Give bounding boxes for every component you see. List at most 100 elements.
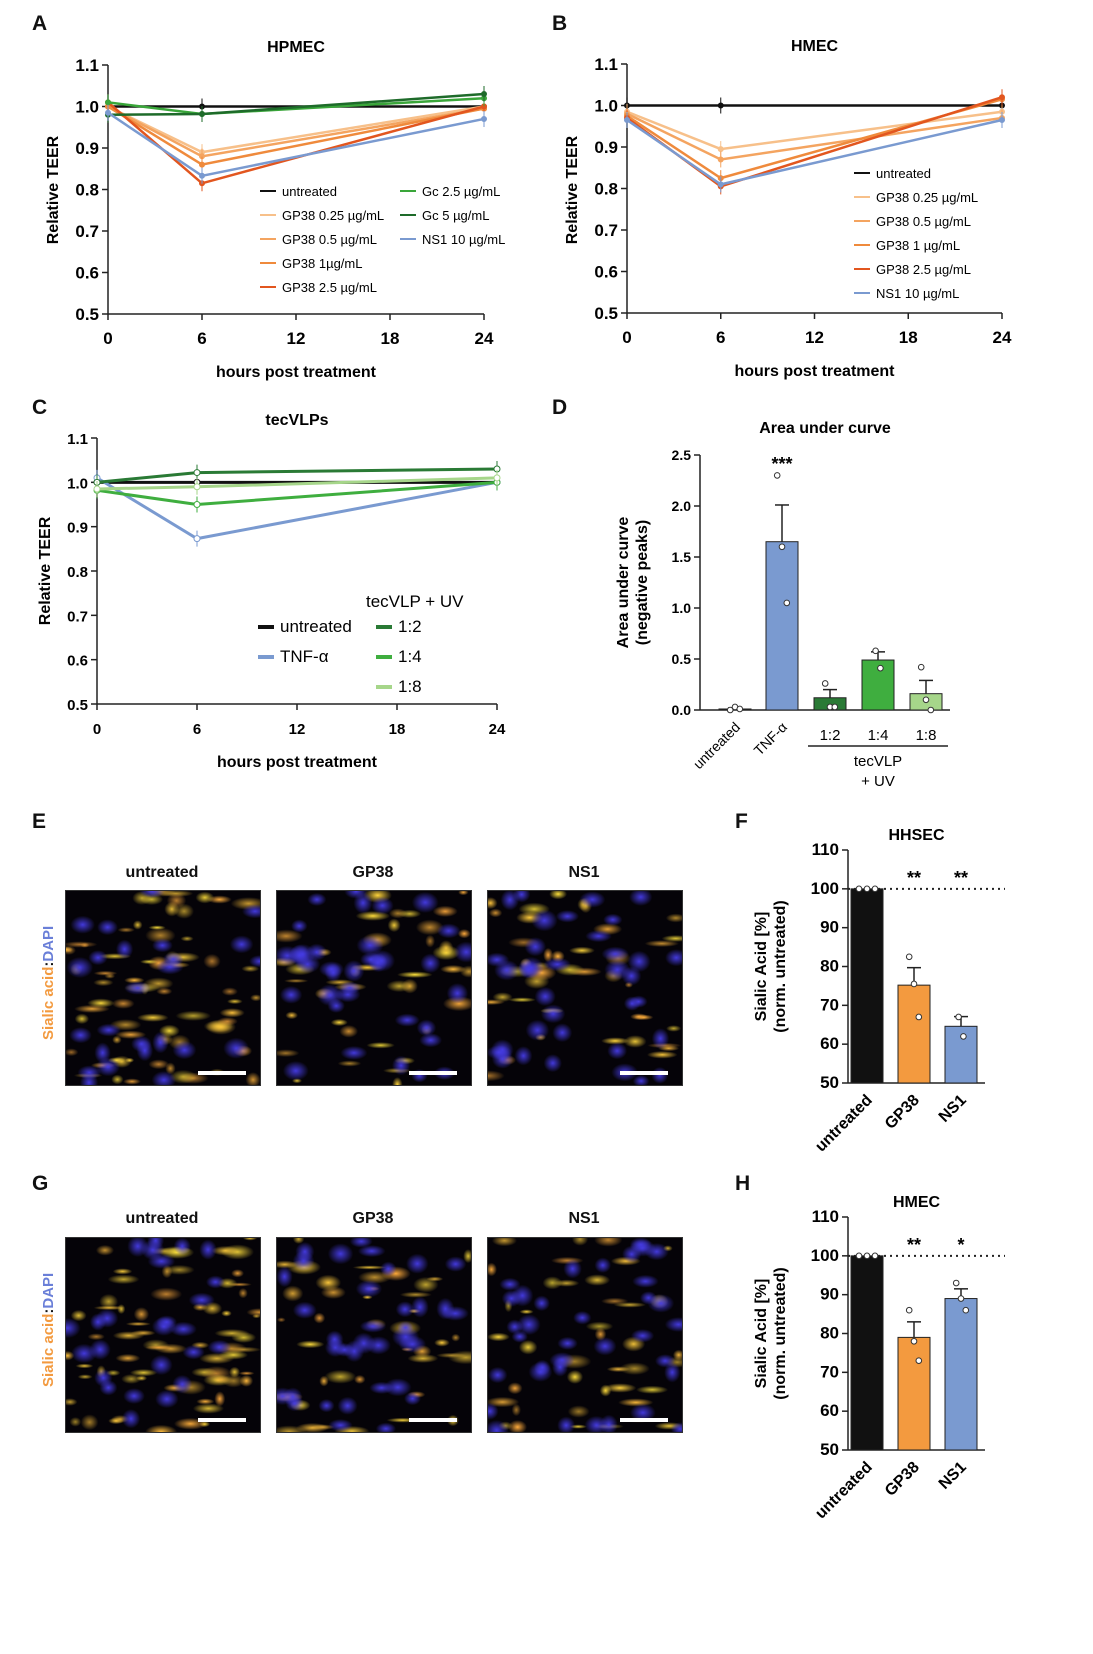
- c-y-tick-label: 0.6: [67, 653, 88, 670]
- d-y-tick-label: 2.0: [672, 498, 692, 514]
- c-y-tick-label: 0.5: [67, 697, 88, 714]
- c-data-point: [93, 485, 101, 493]
- d-y-tick-label: 0.5: [672, 651, 692, 667]
- c-legend-entry: 1:2: [398, 617, 422, 636]
- a-legend-entry: GP38 2.5 µg/mL: [282, 280, 377, 295]
- micrograph-image: [65, 890, 261, 1086]
- a-legend-entry: Gc 2.5 µg/mL: [422, 184, 500, 199]
- c-x-tick-label: 0: [93, 721, 101, 738]
- a-x-tick-label: 18: [381, 329, 400, 348]
- b-y-tick-label: 0.7: [594, 221, 618, 240]
- b-title: HMEC: [791, 38, 839, 55]
- d-y-tick-label: 2.5: [672, 447, 692, 463]
- micrograph-title: GP38: [352, 864, 394, 881]
- d-category-label: 1:2: [820, 727, 841, 744]
- d-data-point: [872, 647, 879, 655]
- a-legend-entry: untreated: [282, 184, 337, 199]
- b-y-tick-label: 1.0: [594, 97, 618, 116]
- scale-bar: [409, 1071, 457, 1075]
- a-y-tick-label: 0.9: [75, 139, 99, 158]
- d-group-label: + UV: [861, 773, 895, 790]
- d-data-point: [773, 472, 781, 479]
- b-y-tick-label: 0.8: [594, 180, 618, 199]
- c-data-point: [493, 474, 501, 482]
- micrograph-image: [487, 1237, 683, 1433]
- a-legend-entry: GP38 1µg/mL: [282, 256, 362, 271]
- a-x-tick-label: 0: [103, 329, 112, 348]
- micrograph-title: NS1: [568, 1210, 600, 1227]
- h-significance: **: [907, 1235, 921, 1255]
- stain-separator: :: [40, 961, 57, 967]
- stain-dapi: DAPI: [40, 1272, 57, 1309]
- a-y-tick-label: 1.1: [75, 56, 99, 75]
- c-data-point: [193, 483, 201, 491]
- d-data-point: [726, 706, 734, 714]
- b-y-tick-label: 0.9: [594, 138, 618, 157]
- h-title: HMEC: [893, 1194, 941, 1211]
- h-significance: *: [957, 1235, 964, 1255]
- f-y-axis-label: Sialic Acid [%]: [753, 912, 770, 1022]
- h-data-point: [957, 1295, 965, 1302]
- d-data-point: [877, 664, 884, 672]
- f-data-point: [955, 1013, 962, 1021]
- d-bar: [765, 541, 799, 711]
- a-data-point: [105, 109, 111, 116]
- panel-label-h: H: [735, 1172, 751, 1195]
- f-y-tick-label: 100: [811, 879, 839, 898]
- c-legend-entry: 1:4: [398, 647, 422, 666]
- micrograph-title: untreated: [125, 1210, 199, 1227]
- panel-label-c: C: [32, 396, 48, 419]
- c-data-point: [193, 501, 201, 508]
- h-bar: [944, 1298, 978, 1451]
- f-data-point: [905, 953, 913, 961]
- h-y-tick-label: 90: [820, 1285, 839, 1304]
- b-data-point: [717, 181, 724, 188]
- f-data-point: [915, 1013, 923, 1021]
- b-legend-entry: GP38 2.5 µg/mL: [876, 262, 971, 277]
- a-legend-entry: GP38 0.5 µg/mL: [282, 232, 377, 247]
- panel-label-d: D: [552, 396, 568, 419]
- h-bar: [897, 1336, 931, 1451]
- d-data-point: [778, 543, 786, 551]
- b-x-tick-label: 24: [993, 328, 1012, 347]
- h-y-axis-label: (norm. untreated): [772, 1267, 789, 1399]
- d-data-point: [821, 680, 829, 687]
- b-x-tick-label: 18: [899, 328, 918, 347]
- panel-label-b: B: [552, 12, 568, 35]
- d-data-point: [927, 706, 935, 714]
- b-data-point: [717, 146, 724, 153]
- c-x-tick-label: 18: [389, 721, 406, 738]
- f-category-label: untreated: [812, 1092, 876, 1156]
- a-data-point: [199, 110, 205, 117]
- c-y-tick-label: 0.9: [67, 520, 88, 537]
- b-y-tick-label: 1.1: [594, 55, 618, 74]
- panel-label-g: G: [32, 1172, 49, 1195]
- h-y-tick-label: 110: [812, 1207, 839, 1226]
- a-y-axis-label: Relative TEER: [45, 135, 62, 244]
- b-data-point: [624, 117, 630, 124]
- c-y-tick-label: 1.0: [67, 475, 88, 492]
- c-y-axis-label: Relative TEER: [37, 516, 54, 625]
- c-legend-title: tecVLP + UV: [366, 592, 464, 611]
- f-data-point: [910, 980, 918, 988]
- c-x-tick-label: 12: [289, 721, 306, 738]
- micrograph-title: GP38: [352, 1210, 394, 1227]
- c-x-axis-label: hours post treatment: [217, 754, 378, 771]
- panel-label-e: E: [32, 810, 47, 833]
- h-data-point: [952, 1279, 960, 1287]
- f-title: HHSEC: [888, 827, 944, 844]
- f-y-tick-label: 90: [820, 918, 839, 937]
- panel-label-a: A: [32, 12, 48, 35]
- a-legend-entry: GP38 0.25 µg/mL: [282, 208, 384, 223]
- panel-label-f: F: [735, 810, 748, 833]
- micrograph-image: [65, 1237, 261, 1433]
- a-y-tick-label: 1.0: [75, 98, 99, 117]
- b-x-tick-label: 12: [805, 328, 824, 347]
- h-y-axis-label: Sialic Acid [%]: [753, 1279, 770, 1389]
- c-y-tick-label: 1.1: [67, 431, 88, 448]
- b-data-point: [717, 156, 724, 163]
- scale-bar: [620, 1418, 668, 1422]
- a-x-axis-label: hours post treatment: [216, 364, 377, 381]
- b-data-point: [717, 102, 724, 109]
- micrograph-title: NS1: [568, 864, 600, 881]
